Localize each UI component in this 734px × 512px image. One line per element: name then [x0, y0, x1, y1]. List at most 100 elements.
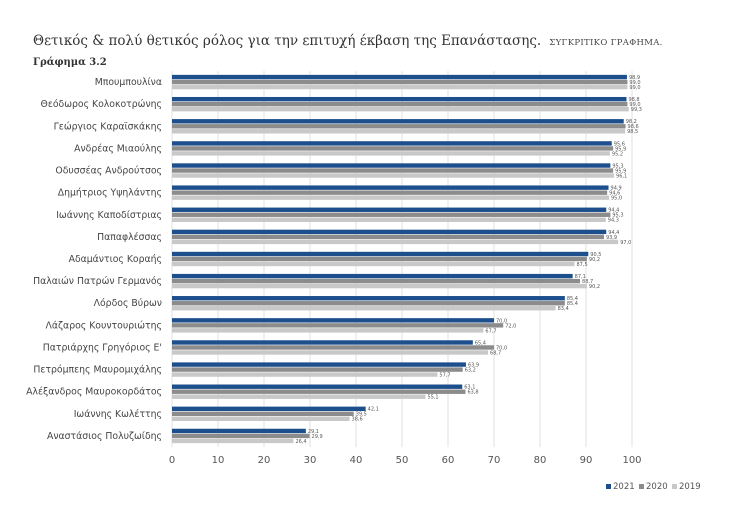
- category-label: Παλαιών Πατρών Γερμανός: [33, 276, 162, 287]
- value-label-2021: 98,2: [626, 119, 637, 125]
- category-label: Παπαφλέσσας: [97, 232, 162, 243]
- category-label: Λόρδος Βύρων: [94, 298, 162, 309]
- value-label-2019: 94,3: [608, 218, 619, 224]
- bar-2020: [172, 234, 604, 240]
- x-tick-label: 60: [442, 455, 455, 466]
- bar-2021: [172, 229, 607, 235]
- value-label-2020: 98,6: [628, 124, 639, 130]
- figure-label: Γράφημα 3.2: [33, 57, 107, 68]
- bar-2019: [172, 283, 587, 289]
- bar-2020: [172, 146, 614, 151]
- bar-2019: [172, 394, 426, 399]
- bar-2019: [172, 416, 350, 422]
- bar-2020: [172, 101, 628, 107]
- value-label-2019: 95,0: [611, 196, 622, 202]
- value-label-2021: 98,8: [628, 97, 639, 103]
- value-label-2019: 87,5: [577, 262, 588, 268]
- category-label: Πατριάρχης Γρηγόριος Ε': [43, 342, 162, 353]
- value-label-2020: 95,9: [615, 168, 626, 174]
- bar-2019: [172, 173, 615, 178]
- value-label-2020: 88,7: [582, 279, 593, 285]
- bar-2021: [172, 163, 611, 168]
- value-label-2019: 98,5: [627, 129, 638, 135]
- value-label-2020: 63,2: [465, 367, 476, 373]
- value-label-2021: 63,1: [464, 385, 475, 391]
- bar-2021: [172, 318, 494, 323]
- value-label-2020: 95,3: [612, 213, 623, 219]
- bar-2021: [172, 406, 366, 412]
- bar-2020: [172, 323, 504, 328]
- x-tick-label: 90: [580, 455, 593, 466]
- category-label: Οδυσσέας Ανδρούτσος: [55, 166, 162, 177]
- value-label-2020: 90,2: [589, 257, 600, 263]
- bar-2020: [172, 278, 581, 284]
- category-label: Πετρόμπεης Μαυρομιχάλης: [33, 365, 162, 376]
- bar-2019: [172, 372, 438, 377]
- bar-2020: [172, 411, 354, 417]
- x-tick-label: 70: [488, 455, 501, 466]
- bar-2019: [172, 106, 629, 112]
- value-label-2021: 65,4: [475, 340, 486, 346]
- bar-2021: [172, 185, 609, 190]
- value-label-2021: 70,0: [496, 318, 507, 324]
- category-label: Αδαμάντιος Κοραής: [69, 254, 162, 265]
- x-tick-label: 40: [350, 455, 363, 466]
- bar-2021: [172, 119, 624, 124]
- bar-2021: [172, 362, 466, 367]
- bar-2021: [172, 296, 565, 301]
- category-label: Δημήτριος Υψηλάντης: [58, 188, 162, 199]
- bar-2019: [172, 261, 575, 267]
- value-label-2019: 96,1: [616, 173, 627, 179]
- category-label: Γεώργιος Καραϊσκάκης: [54, 121, 162, 132]
- value-label-2020: 93,9: [606, 235, 617, 241]
- bar-2021: [172, 141, 612, 146]
- value-label-2021: 29,1: [308, 429, 319, 435]
- value-label-2019: 97,0: [620, 240, 631, 246]
- bar-2021: [172, 340, 473, 345]
- x-tick-label: 80: [534, 455, 547, 466]
- value-label-2021: 94,4: [608, 230, 619, 236]
- bar-2019: [172, 151, 610, 156]
- category-label: Αλέξανδρος Μαυροκορδάτος: [26, 387, 162, 398]
- value-label-2019: 99,3: [631, 107, 642, 113]
- value-label-2020: 63,8: [467, 390, 478, 396]
- bar-2019: [172, 239, 619, 245]
- value-label-2020: 72,0: [505, 323, 516, 329]
- legend-label-2019: 2019: [679, 482, 701, 492]
- x-tick-label: 30: [304, 455, 317, 466]
- bar-2019: [172, 306, 556, 311]
- bar-2019: [172, 195, 609, 200]
- category-label: Ιωάννης Καποδίστριας: [56, 210, 162, 221]
- bar-2021: [172, 251, 589, 257]
- bar-2021: [172, 74, 627, 80]
- value-label-2020: 99,0: [629, 102, 640, 108]
- value-label-2020: 99,0: [629, 80, 640, 86]
- bar-2021: [172, 96, 627, 102]
- value-label-2019: 83,4: [558, 306, 569, 312]
- bar-2020: [172, 168, 614, 173]
- chart-subtitle: ΣΥΓΚΡΙΤΙΚΟ ΓΡΑΦΗΜΑ.: [549, 38, 663, 48]
- bar-2020: [172, 190, 608, 195]
- value-label-2021: 42,1: [368, 407, 379, 413]
- bar-2021: [172, 428, 306, 434]
- value-label-2020: 70,0: [496, 345, 507, 351]
- category-label: Ιωάννης Κωλέττης: [74, 409, 162, 420]
- category-label: Μπουμπουλίνα: [95, 77, 162, 88]
- value-label-2019: 67,7: [485, 328, 496, 334]
- bar-2019: [172, 217, 606, 222]
- value-label-2021: 95,6: [614, 141, 625, 147]
- bar-2019: [172, 438, 294, 444]
- bar-2019: [172, 84, 628, 90]
- value-label-2019: 99,0: [629, 85, 640, 91]
- x-tick-label: 50: [396, 455, 409, 466]
- value-label-2019: 68,7: [490, 350, 501, 356]
- bar-2020: [172, 389, 466, 394]
- x-tick-label: 10: [212, 455, 225, 466]
- value-label-2019: 57,7: [439, 372, 450, 378]
- bar-2021: [172, 207, 607, 212]
- x-tick-label: 100: [622, 455, 641, 466]
- bar-2020: [172, 433, 310, 439]
- bar-2019: [172, 350, 489, 355]
- bar-2020: [172, 345, 494, 350]
